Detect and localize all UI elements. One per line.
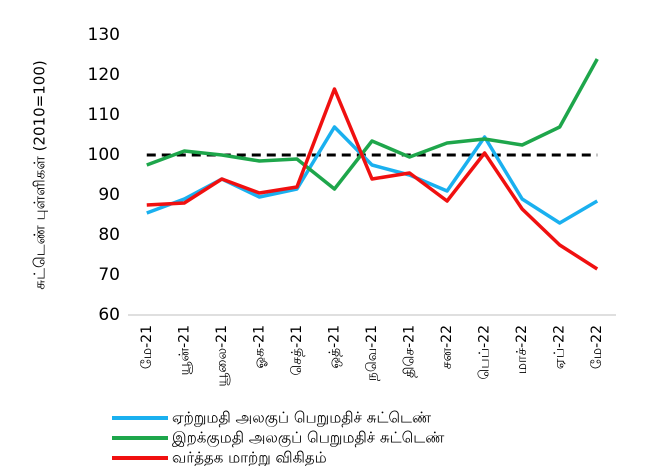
x-tick-label: பெப்-22 <box>477 325 493 380</box>
x-tick-label: சன-22 <box>439 325 455 369</box>
x-tick-label: மே-22 <box>589 325 605 369</box>
x-tick-label: யூன்-21 <box>176 325 192 375</box>
y-axis-label: சுட்டெண் புள்ளிகள் (2010=100) <box>31 60 49 289</box>
y-tick-label: 90 <box>98 185 120 205</box>
x-tick-label: மாச்-22 <box>514 325 530 374</box>
x-tick-label: செத்-21 <box>289 325 305 376</box>
x-tick-label: ஒத்-21 <box>326 325 342 369</box>
y-tick-label: 70 <box>98 265 120 285</box>
y-tick-label: 130 <box>88 25 120 45</box>
legend-label: வர்த்தக மாற்று விகிதம் <box>172 449 327 466</box>
x-tick-label: நவெ-21 <box>364 325 380 381</box>
y-tick-label: 60 <box>98 305 120 325</box>
y-tick-label: 120 <box>88 65 120 85</box>
y-tick-label: 80 <box>98 225 120 245</box>
y-tick-label: 100 <box>88 145 120 165</box>
y-tick-label: 110 <box>88 105 120 125</box>
series-line <box>146 87 599 271</box>
legend-label: ஏற்றுமதி அலகுப் பெறுமதிச் சுட்டெண் <box>172 409 431 428</box>
x-tick-label: ஏப்-22 <box>552 325 568 369</box>
series-line <box>146 58 599 191</box>
x-tick-label: திசெ-21 <box>402 325 418 378</box>
x-tick-label: யூலை-21 <box>214 325 230 387</box>
x-tick-label: ஓக-21 <box>251 325 267 369</box>
legend-label: இறக்குமதி அலகுப் பெறுமதிச் சுட்டெண் <box>172 429 444 448</box>
x-tick-label: மே-21 <box>139 325 155 369</box>
